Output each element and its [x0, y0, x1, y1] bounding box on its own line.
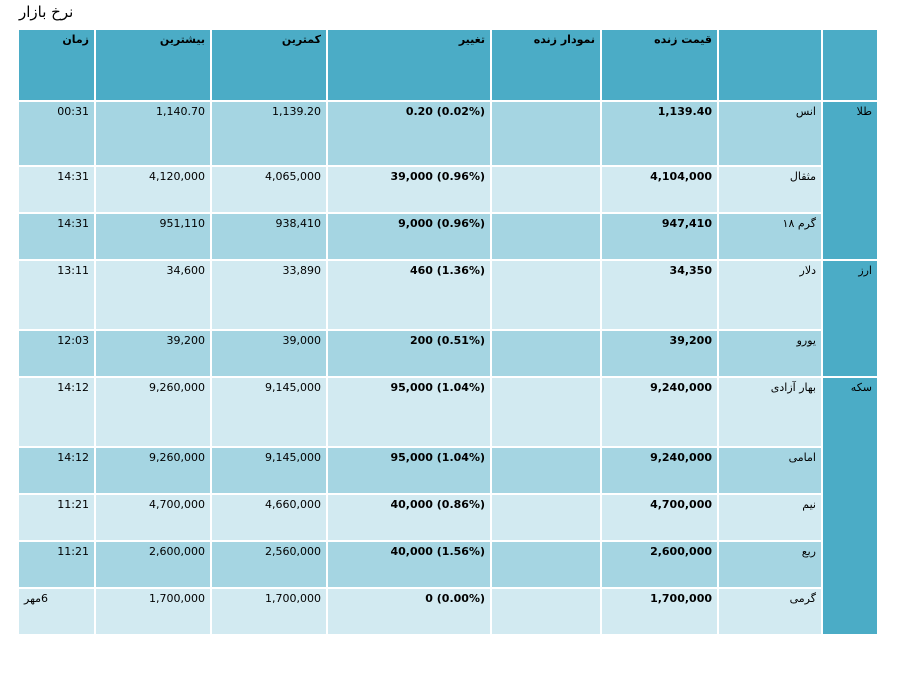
time-cell: 14:31 — [17, 165, 96, 214]
name-cell: یورو — [717, 329, 823, 378]
low-cell: 1,700,000 — [210, 587, 328, 636]
low-cell: 1,139.20 — [210, 100, 328, 167]
table-row: 11:21 4,700,000 4,660,000 40,000 (0.86%)… — [17, 493, 878, 542]
live-chart-cell — [490, 446, 602, 495]
time-cell: 14:31 — [17, 212, 96, 261]
name-cell: امامی — [717, 446, 823, 495]
change-cell: 9,000 (0.96%) — [326, 212, 492, 261]
time-cell: 11:21 — [17, 540, 96, 589]
price-cell: 4,104,000 — [600, 165, 719, 214]
header-live-chart: نمودار زنده — [490, 28, 602, 102]
low-cell: 4,660,000 — [210, 493, 328, 542]
low-cell: 9,145,000 — [210, 446, 328, 495]
live-chart-cell — [490, 493, 602, 542]
high-cell: 4,120,000 — [94, 165, 212, 214]
name-cell: بهار آزادی — [717, 376, 823, 448]
table-row: 14:12 9,260,000 9,145,000 95,000 (1.04%)… — [17, 376, 879, 636]
price-cell: 1,700,000 — [600, 587, 719, 636]
change-cell: 0 (0.00%) — [326, 587, 492, 636]
change-cell: 200 (0.51%) — [326, 329, 492, 378]
page-title: نرخ بازار — [19, 3, 74, 21]
live-chart-cell — [490, 259, 602, 331]
change-cell: 460 (1.36%) — [326, 259, 492, 331]
change-cell: 39,000 (0.96%) — [326, 165, 492, 214]
time-cell: 12:03 — [17, 329, 96, 378]
header-row: زمان بیشترین کمترین تغییر نمودار زنده قی… — [17, 28, 879, 102]
change-cell: 95,000 (1.04%) — [326, 376, 492, 448]
high-cell: 2,600,000 — [94, 540, 212, 589]
time-cell: 11:21 — [17, 493, 96, 542]
live-chart-cell — [490, 100, 602, 167]
header-live-price: قیمت زنده — [600, 28, 719, 102]
change-cell: 0.20 (0.02%) — [326, 100, 492, 167]
name-cell: گرمی — [717, 587, 823, 636]
live-chart-cell — [490, 540, 602, 589]
name-cell: مثقال — [717, 165, 823, 214]
table-row: 14:31 951,110 938,410 9,000 (0.96%) 947,… — [17, 212, 878, 261]
table-row: 12:03 39,200 39,000 200 (0.51%) 39,200 ی… — [17, 329, 878, 378]
price-cell: 2,600,000 — [600, 540, 719, 589]
change-cell: 40,000 (0.86%) — [326, 493, 492, 542]
name-cell: ربع — [717, 540, 823, 589]
live-chart-cell — [490, 329, 602, 378]
live-chart-cell — [490, 587, 602, 636]
price-cell: 4,700,000 — [600, 493, 719, 542]
header-time: زمان — [17, 28, 96, 102]
low-cell: 9,145,000 — [210, 376, 328, 448]
low-cell: 2,560,000 — [210, 540, 328, 589]
table-row: 00:31 1,140.70 1,139.20 0.20 (0.02%) 1,1… — [17, 100, 879, 261]
header-low: کمترین — [210, 28, 328, 102]
price-cell: 34,350 — [600, 259, 719, 331]
time-cell: 14:12 — [17, 446, 96, 495]
price-cell: 9,240,000 — [600, 376, 719, 448]
header-name — [717, 28, 823, 102]
time-cell: 13:11 — [17, 259, 96, 331]
low-cell: 33,890 — [210, 259, 328, 331]
high-cell: 1,700,000 — [94, 587, 212, 636]
name-cell: دلار — [717, 259, 823, 331]
time-cell: 6مهر — [17, 587, 96, 636]
change-cell: 40,000 (1.56%) — [326, 540, 492, 589]
category-currency: ارز — [821, 259, 879, 378]
category-gold: طلا — [821, 100, 879, 261]
time-cell: 00:31 — [17, 100, 96, 167]
low-cell: 4,065,000 — [210, 165, 328, 214]
high-cell: 1,140.70 — [94, 100, 212, 167]
header-high: بیشترین — [94, 28, 212, 102]
live-chart-cell — [490, 212, 602, 261]
table-row: 14:12 9,260,000 9,145,000 95,000 (1.04%)… — [17, 446, 878, 495]
high-cell: 951,110 — [94, 212, 212, 261]
name-cell: گرم ۱۸ — [717, 212, 823, 261]
name-cell: نیم — [717, 493, 823, 542]
time-cell: 14:12 — [17, 376, 96, 448]
table-row: 14:31 4,120,000 4,065,000 39,000 (0.96%)… — [17, 165, 878, 214]
price-cell: 39,200 — [600, 329, 719, 378]
market-rates-table: زمان بیشترین کمترین تغییر نمودار زنده قی… — [17, 28, 879, 636]
name-cell: انس — [717, 100, 823, 167]
table-row: 6مهر 1,700,000 1,700,000 0 (0.00%) 1,700… — [17, 587, 878, 636]
low-cell: 39,000 — [210, 329, 328, 378]
header-category — [821, 28, 879, 102]
price-cell: 9,240,000 — [600, 446, 719, 495]
price-cell: 947,410 — [600, 212, 719, 261]
table-row: 13:11 34,600 33,890 460 (1.36%) 34,350 د… — [17, 259, 879, 378]
header-change: تغییر — [326, 28, 492, 102]
high-cell: 34,600 — [94, 259, 212, 331]
price-cell: 1,139.40 — [600, 100, 719, 167]
category-coin: سکه — [821, 376, 879, 636]
live-chart-cell — [490, 376, 602, 448]
high-cell: 9,260,000 — [94, 446, 212, 495]
live-chart-cell — [490, 165, 602, 214]
high-cell: 39,200 — [94, 329, 212, 378]
change-cell: 95,000 (1.04%) — [326, 446, 492, 495]
high-cell: 9,260,000 — [94, 376, 212, 448]
low-cell: 938,410 — [210, 212, 328, 261]
high-cell: 4,700,000 — [94, 493, 212, 542]
table-row: 11:21 2,600,000 2,560,000 40,000 (1.56%)… — [17, 540, 878, 589]
